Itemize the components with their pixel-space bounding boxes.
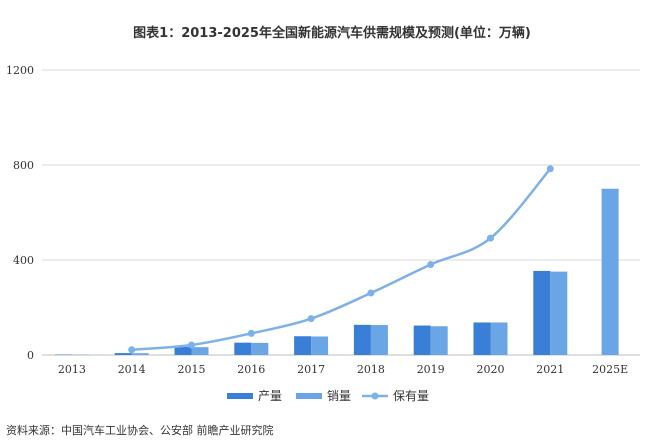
point-保有量-1 [188, 341, 195, 349]
x-tick-label: 2020 [477, 363, 505, 376]
bar-产量-2021 [533, 270, 551, 355]
x-tick-label: 2017 [297, 363, 325, 376]
bar-产量-2014 [114, 353, 132, 355]
point-保有量-4 [367, 289, 375, 297]
legend: 产量 销量 保有量 [227, 389, 429, 403]
bar-销量-2018 [370, 325, 388, 355]
y-tick-label: 400 [13, 254, 34, 267]
legend-marker-保有量 [371, 392, 379, 400]
legend-swatch-销量 [296, 393, 322, 399]
point-保有量-0 [128, 346, 136, 354]
bars [54, 188, 619, 356]
bar-销量-2017 [311, 336, 329, 355]
chart-title: 图表1：2013-2025年全国新能源汽车供需规模及预测(单位：万辆) [133, 25, 531, 41]
legend-label-销量: 销量 [327, 389, 351, 403]
x-tick-label: 2018 [357, 363, 385, 376]
y-tick-label: 0 [27, 349, 34, 362]
source-note: 资料来源：中国汽车工业协会、公安部 前瞻产业研究院 [6, 423, 274, 437]
bar-销量-2014 [131, 353, 149, 355]
bar-产量-2019 [413, 325, 431, 355]
x-tick-label: 2013 [58, 363, 86, 376]
x-tick-label: 2014 [118, 363, 146, 376]
legend-label-产量: 产量 [258, 389, 282, 403]
bar-销量-2020 [490, 322, 508, 355]
bar-产量-2017 [294, 336, 312, 355]
bar-销量-2025E [601, 188, 619, 355]
point-保有量-7 [546, 165, 554, 173]
bar-销量-2016 [251, 342, 269, 355]
x-tick-label: 2021 [536, 363, 564, 376]
bar-产量-2018 [353, 324, 371, 355]
x-axis-ticks: 2013 2014 2015 2016 2017 2018 2019 2020 2021 2025… [58, 363, 628, 376]
bar-销量-2015 [191, 347, 209, 355]
legend-swatch-产量 [227, 393, 253, 399]
x-tick-label: 2016 [237, 363, 265, 376]
x-tick-label: 2019 [417, 363, 445, 376]
point-保有量-6 [487, 234, 494, 242]
x-tick-label: 2015 [178, 363, 206, 376]
bar-销量-2021 [550, 271, 568, 355]
bar-产量-2015 [174, 346, 192, 355]
bar-产量-2016 [234, 342, 252, 355]
point-保有量-3 [307, 315, 315, 323]
line-series [128, 165, 554, 354]
point-保有量-2 [247, 329, 255, 337]
legend-label-保有量: 保有量 [393, 389, 429, 403]
bar-销量-2013 [71, 354, 89, 356]
x-tick-label: 2025E [592, 363, 628, 376]
y-tick-label: 800 [13, 159, 34, 172]
bar-销量-2019 [430, 326, 448, 355]
bar-产量-2020 [473, 322, 491, 355]
point-保有量-5 [427, 261, 435, 269]
bar-产量-2013 [54, 354, 72, 356]
y-axis-ticks: 0 400 800 1200 [6, 64, 34, 362]
y-tick-label: 1200 [6, 64, 34, 77]
